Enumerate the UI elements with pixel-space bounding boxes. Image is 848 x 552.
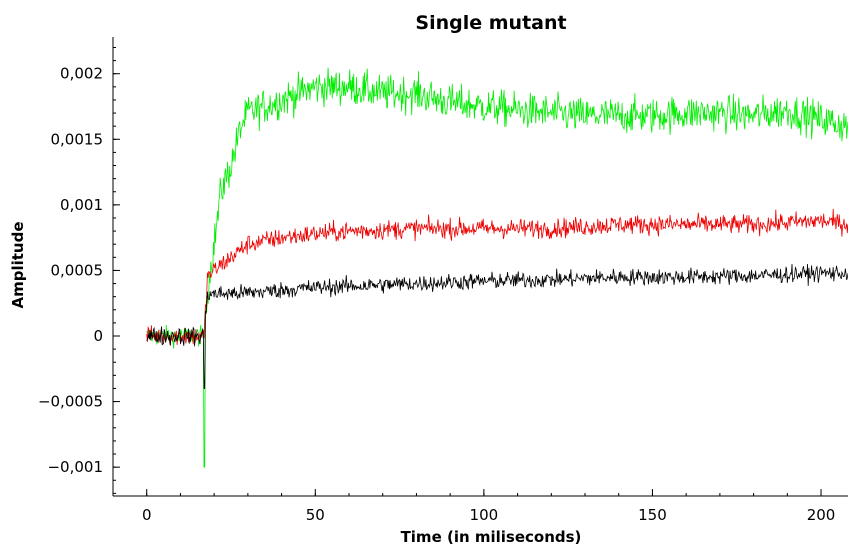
y-tick-label: 0,0005 (51, 261, 104, 279)
y-tick-label: 0,001 (60, 196, 103, 214)
x-tick-label: 50 (306, 506, 325, 524)
y-tick-label: 0,002 (60, 65, 103, 83)
y-axis-label: Amplitude (9, 221, 27, 308)
chart-title: Single mutant (415, 12, 566, 34)
y-tick-label: −0,001 (47, 458, 103, 476)
series-line-0 (146, 67, 848, 468)
series-line-2 (146, 263, 848, 389)
x-tick-label: 200 (807, 506, 836, 524)
series-line-1 (146, 208, 848, 346)
x-tick-label: 150 (638, 506, 667, 524)
x-tick-label: 100 (470, 506, 499, 524)
series-layer (146, 67, 848, 468)
axes-layer: −0,001 −0,0005 0 0,0005 0,001 0,0015 0,002 0 50 1… (38, 37, 848, 524)
x-tick-label: 0 (142, 506, 152, 524)
x-axis-label: Time (in miliseconds) (401, 528, 582, 546)
y-tick-label: 0,0015 (51, 130, 104, 148)
y-tick-label: 0 (93, 327, 103, 345)
y-tick-label: −0,0005 (38, 393, 103, 411)
